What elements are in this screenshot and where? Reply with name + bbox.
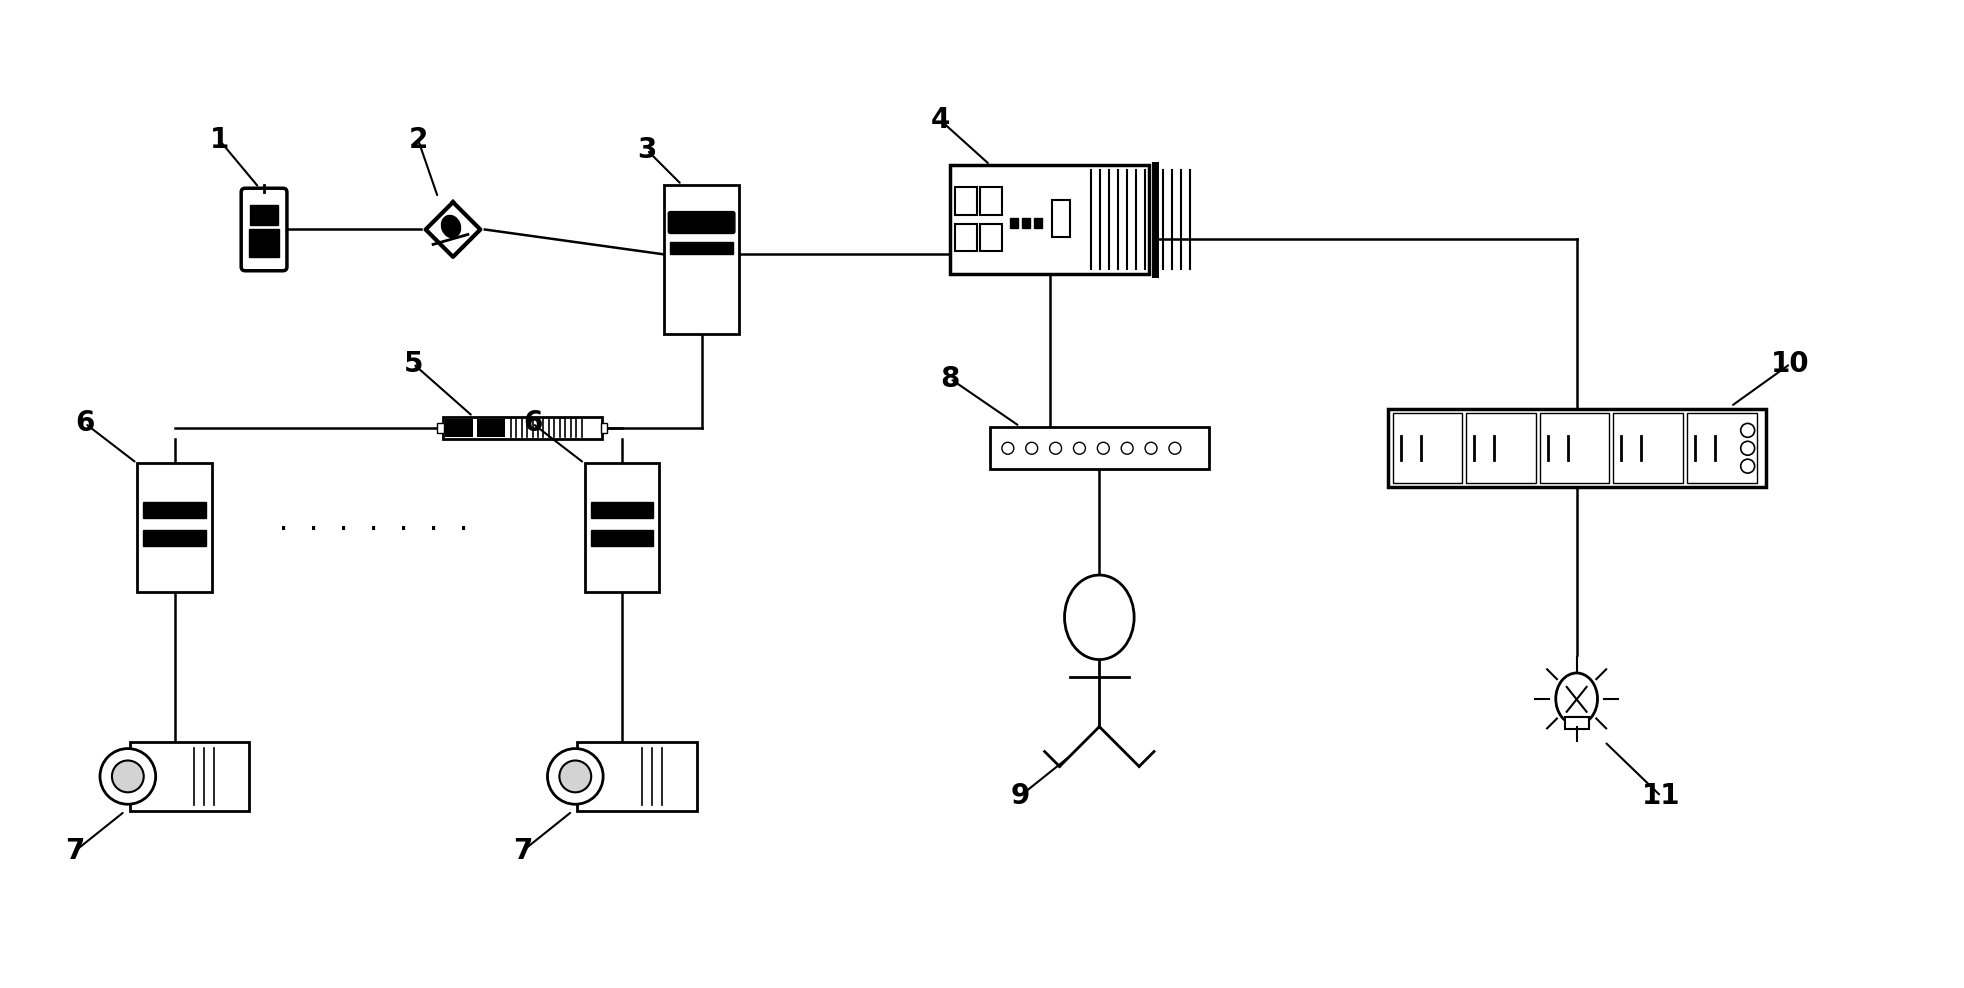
Bar xyxy=(591,530,654,545)
Text: 9: 9 xyxy=(1009,782,1029,810)
Bar xyxy=(249,229,279,257)
Bar xyxy=(130,742,249,811)
Bar xyxy=(1389,409,1766,487)
Ellipse shape xyxy=(1064,575,1133,660)
Circle shape xyxy=(100,749,155,804)
Bar xyxy=(585,463,660,593)
Text: 11: 11 xyxy=(1642,782,1681,810)
Text: 7: 7 xyxy=(513,837,532,864)
Bar xyxy=(249,205,279,224)
Circle shape xyxy=(1002,443,1013,454)
Text: 4: 4 xyxy=(931,106,951,134)
Circle shape xyxy=(1740,424,1754,438)
FancyBboxPatch shape xyxy=(668,211,735,233)
Circle shape xyxy=(560,761,591,792)
Circle shape xyxy=(112,761,143,792)
Bar xyxy=(1467,413,1536,483)
Bar xyxy=(1565,716,1589,729)
Ellipse shape xyxy=(442,215,460,237)
Text: 8: 8 xyxy=(941,365,960,392)
Bar xyxy=(1687,413,1756,483)
Text: 6: 6 xyxy=(522,409,542,438)
Text: . . . . . . .: . . . . . . . xyxy=(275,511,471,535)
Circle shape xyxy=(1025,443,1037,454)
Bar xyxy=(1051,200,1070,237)
Bar xyxy=(980,223,1002,251)
Text: 10: 10 xyxy=(1772,350,1809,377)
Bar xyxy=(477,420,505,438)
Text: 1: 1 xyxy=(210,126,230,154)
Text: 3: 3 xyxy=(636,136,656,164)
Bar xyxy=(955,187,976,214)
Circle shape xyxy=(1740,459,1754,473)
Bar xyxy=(1009,217,1017,227)
Circle shape xyxy=(1740,442,1754,455)
FancyBboxPatch shape xyxy=(242,189,287,271)
Circle shape xyxy=(1145,443,1157,454)
Bar xyxy=(444,418,603,440)
Bar xyxy=(980,187,1002,214)
Polygon shape xyxy=(426,203,481,257)
Bar xyxy=(1392,413,1463,483)
Text: 5: 5 xyxy=(403,350,422,377)
Bar xyxy=(137,463,212,593)
Circle shape xyxy=(548,749,603,804)
Bar xyxy=(143,530,206,545)
Circle shape xyxy=(1169,443,1180,454)
Text: 7: 7 xyxy=(65,837,84,864)
Bar xyxy=(438,424,444,434)
Bar xyxy=(1614,413,1683,483)
Bar xyxy=(591,502,654,518)
Bar xyxy=(601,424,607,434)
Bar xyxy=(446,420,473,438)
Bar xyxy=(1540,413,1609,483)
Text: 2: 2 xyxy=(409,126,428,154)
Ellipse shape xyxy=(1555,673,1597,724)
Circle shape xyxy=(1098,443,1110,454)
Circle shape xyxy=(1074,443,1086,454)
Bar xyxy=(670,242,733,254)
Bar xyxy=(955,223,976,251)
Bar xyxy=(577,742,697,811)
Circle shape xyxy=(1049,443,1063,454)
Bar xyxy=(664,185,738,334)
Bar xyxy=(951,165,1149,275)
Bar xyxy=(1021,217,1029,227)
Circle shape xyxy=(1121,443,1133,454)
Text: 6: 6 xyxy=(75,409,94,438)
Bar xyxy=(1033,217,1041,227)
Bar xyxy=(990,428,1208,469)
Bar xyxy=(143,502,206,518)
